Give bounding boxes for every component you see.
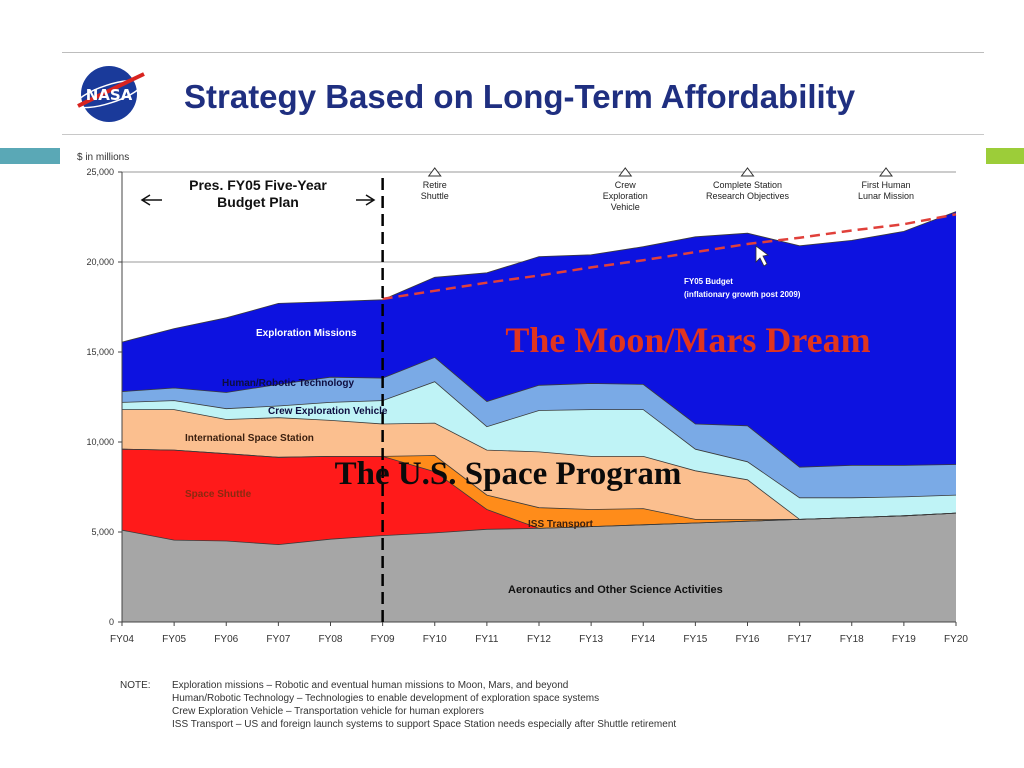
budget-line xyxy=(382,213,957,301)
series-label-shuttle: Space Shuttle xyxy=(185,489,252,500)
series-label-iss: International Space Station xyxy=(185,433,314,444)
note-line-exploration: Exploration missions – Robotic and event… xyxy=(172,680,569,691)
note-label: NOTE: xyxy=(120,680,151,691)
chart-labels: Pres. FY05 Five-Year Budget Plan Explorati… xyxy=(140,177,871,596)
milestone-label-line: Shuttle xyxy=(421,191,449,201)
x-tick-label: FY11 xyxy=(475,634,499,645)
x-tick-label: FY07 xyxy=(266,634,290,645)
axes: 0 5,000 10,000 15,000 20,000 25,000 FY04 FY05 FY… xyxy=(77,152,968,645)
x-tick-label: FY18 xyxy=(840,634,864,645)
area-crew-exploration-vehicle xyxy=(122,381,956,520)
note-line-iss-transport: ISS Transport – US and foreign launch sy… xyxy=(172,719,677,730)
x-tick-label: FY16 xyxy=(736,634,760,645)
series-label-technology: Human/Robotic Technology xyxy=(222,378,354,389)
y-tick-label: 10,000 xyxy=(86,437,114,447)
x-tick-label: FY10 xyxy=(423,634,447,645)
accent-bar-left xyxy=(0,148,60,164)
plan-label-line: Pres. FY05 Five-Year xyxy=(189,177,327,193)
milestones: Retire Shuttle Crew Exploration Vehicle Compl… xyxy=(421,167,914,212)
milestone-label-line: First Human xyxy=(861,180,910,190)
x-tick-label: FY19 xyxy=(892,634,916,645)
milestone-label-line: Retire xyxy=(423,180,447,190)
budget-line-group xyxy=(382,213,957,301)
x-tick-label: FY05 xyxy=(162,634,186,645)
area-iss-transport xyxy=(122,449,956,529)
note-line-technology: Human/Robotic Technology – Technologies … xyxy=(172,693,600,704)
milestone-marker xyxy=(427,167,442,177)
series-label-cev: Crew Exploration Vehicle xyxy=(268,406,388,417)
plan-arrow-left xyxy=(140,194,162,206)
y-tick-label: 20,000 xyxy=(86,257,114,267)
x-tick-label: FY20 xyxy=(944,634,968,645)
area-exploration-missions xyxy=(122,211,956,468)
budget-annotation: FY05 Budget (inflationary growth post 200… xyxy=(684,277,801,299)
milestone-marker xyxy=(879,167,893,177)
edge-exploration-missions xyxy=(121,211,957,343)
note-line-cev: Crew Exploration Vehicle – Transportatio… xyxy=(172,706,484,717)
milestone-marker xyxy=(740,167,755,177)
area-edges xyxy=(121,211,957,546)
milestone-label-line: Crew xyxy=(615,180,637,190)
plan-label-line: Budget Plan xyxy=(217,194,299,210)
dream-label: The Moon/Mars Dream xyxy=(505,320,870,360)
y-axis-title: $ in millions xyxy=(77,152,129,163)
milestone-marker xyxy=(618,167,633,177)
milestone-label-line: Lunar Mission xyxy=(858,191,914,201)
plan-arrow-right xyxy=(356,194,376,206)
milestone-label-line: Research Objectives xyxy=(706,191,790,201)
accent-bar-right xyxy=(986,148,1024,164)
milestone-label-complete-station-research-objectives: Complete Station Research Objectives xyxy=(706,180,790,201)
nasa-logo-text: NASA xyxy=(86,86,133,104)
x-tick-label: FY08 xyxy=(319,634,343,645)
milestone-label-retire-shuttle: Retire Shuttle xyxy=(421,180,449,201)
y-tick-label: 25,000 xyxy=(86,167,114,177)
milestone-label-line: Vehicle xyxy=(611,202,640,212)
area-aeronautics-and-other-science-activities xyxy=(122,513,956,622)
series-label-iss-transport: ISS Transport xyxy=(528,519,594,530)
budget-annotation-line: (inflationary growth post 2009) xyxy=(684,290,801,299)
edge-crew-exploration-vehicle xyxy=(121,381,957,499)
area-international-space-station xyxy=(122,409,956,520)
cursor-icon xyxy=(755,245,769,267)
x-tick-label: FY04 xyxy=(110,634,134,645)
area-human-robotic-technology xyxy=(122,357,956,498)
top-rule xyxy=(62,52,984,53)
x-tick-label: FY13 xyxy=(579,634,603,645)
series-label-aeronautics: Aeronautics and Other Science Activities xyxy=(508,584,723,596)
plan-label: Pres. FY05 Five-Year Budget Plan xyxy=(189,177,327,210)
y-tick-label: 0 xyxy=(109,617,114,627)
edge-human-robotic-technology xyxy=(121,356,957,468)
title-rule xyxy=(62,134,984,135)
milestone-label-line: Exploration xyxy=(603,191,648,201)
y-tick-label: 15,000 xyxy=(86,347,114,357)
note-lines: Exploration missions – Robotic and event… xyxy=(172,679,862,731)
milestone-label-first-human-lunar-mission: First Human Lunar Mission xyxy=(858,180,914,201)
x-tick-label: FY15 xyxy=(683,634,707,645)
x-tick-label: FY06 xyxy=(214,634,238,645)
x-tick-label: FY12 xyxy=(527,634,551,645)
program-label: The U.S. Space Program xyxy=(335,456,682,492)
milestone-label-line: Complete Station xyxy=(713,180,782,190)
series-label-exploration: Exploration Missions xyxy=(256,328,357,339)
x-tick-label: FY09 xyxy=(371,634,395,645)
slide-title: Strategy Based on Long-Term Affordabilit… xyxy=(184,78,856,115)
stacked-areas xyxy=(122,211,956,622)
nasa-logo: NASA xyxy=(75,66,145,122)
x-tick-label: FY17 xyxy=(788,634,812,645)
budget-annotation-line: FY05 Budget xyxy=(684,277,733,286)
y-tick-label: 5,000 xyxy=(91,527,114,537)
edge-international-space-station xyxy=(122,409,957,520)
milestone-label-crew-exploration-vehicle: Crew Exploration Vehicle xyxy=(603,180,648,212)
area-space-shuttle xyxy=(122,449,956,545)
x-tick-label: FY14 xyxy=(631,634,655,645)
